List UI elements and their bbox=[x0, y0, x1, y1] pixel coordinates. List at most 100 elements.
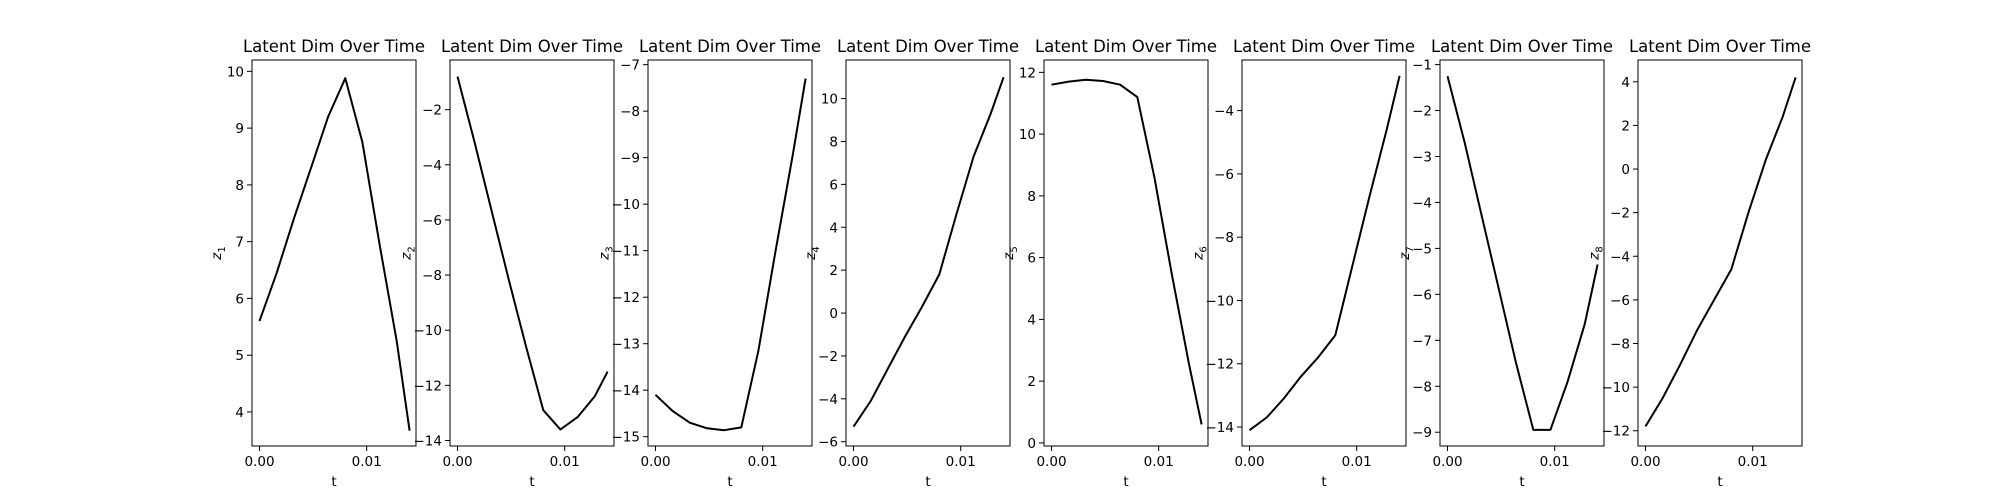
y-axis-label-subscript: 4 bbox=[811, 246, 822, 252]
axes-frame bbox=[1043, 59, 1209, 447]
subplot-7: 0.00 0.01 −9 −8 −7 −6 −5 −4 −3 −2 −1 Latent Dim Ove… bbox=[1397, 37, 1613, 490]
axes-frame bbox=[647, 59, 813, 447]
y-tick-label: −10 bbox=[612, 197, 641, 213]
y-tick-label: −5 bbox=[1412, 241, 1432, 257]
y-axis-label: z3 bbox=[597, 246, 616, 260]
y-tick-label: 10 bbox=[821, 92, 838, 108]
y-tick-label: −9 bbox=[1412, 425, 1432, 441]
x-axis-label: t bbox=[1123, 474, 1128, 490]
subplot-4: 0.00 0.01 −6 −4 −2 0 2 4 6 8 10 Latent Dim Over Tim… bbox=[803, 37, 1019, 490]
x-tick-label: 0.00 bbox=[640, 454, 670, 470]
y-axis-label-base: z bbox=[399, 252, 415, 261]
y-tick-label: −13 bbox=[612, 337, 641, 353]
series-line-z6 bbox=[1248, 75, 1401, 432]
y-tick-label: 4 bbox=[829, 220, 838, 236]
subplot-3: 0.00 0.01 −15 −14 −13 −12 −11 −10 −9 −8 −7 Latent D… bbox=[597, 37, 822, 490]
y-tick-label: −12 bbox=[414, 378, 443, 394]
y-tick-label: −15 bbox=[612, 430, 641, 446]
y-tick-label: −2 bbox=[818, 349, 838, 365]
x-tick-label: 0.01 bbox=[946, 454, 976, 470]
subplot-title: Latent Dim Over Time bbox=[441, 37, 623, 56]
y-axis-label-base: z bbox=[209, 252, 225, 261]
y-tick-label: 9 bbox=[235, 121, 244, 137]
y-tick-label: −14 bbox=[612, 383, 641, 399]
y-axis-label-subscript: 3 bbox=[605, 246, 616, 252]
series-line-z7 bbox=[1446, 75, 1599, 431]
y-tick-label: 10 bbox=[1019, 127, 1036, 143]
y-tick-label: −12 bbox=[1602, 424, 1631, 440]
y-tick-label: −9 bbox=[620, 151, 640, 167]
x-tick-label: 0.01 bbox=[1738, 454, 1768, 470]
subplot-8: 0.00 0.01 −12 −10 −8 −6 −4 −2 0 2 4 Latent Dim Over… bbox=[1587, 37, 1812, 490]
y-tick-label: 6 bbox=[1027, 251, 1036, 267]
y-tick-label: −10 bbox=[1206, 293, 1235, 309]
y-tick-label: 6 bbox=[829, 177, 838, 193]
y-tick-label: −7 bbox=[620, 58, 640, 74]
subplot-title: Latent Dim Over Time bbox=[1035, 37, 1217, 56]
x-axis-label: t bbox=[1519, 474, 1524, 490]
y-tick-label: 0 bbox=[1027, 436, 1036, 452]
y-tick-label: 2 bbox=[1621, 118, 1630, 134]
axes-frame bbox=[845, 59, 1011, 447]
y-axis-label-subscript: 2 bbox=[407, 246, 418, 252]
y-tick-label: −8 bbox=[1214, 230, 1234, 246]
y-tick-label: −10 bbox=[1602, 380, 1631, 396]
series-line-z8 bbox=[1644, 77, 1797, 427]
subplot-title: Latent Dim Over Time bbox=[639, 37, 821, 56]
axes-frame bbox=[1637, 59, 1803, 447]
subplot-title: Latent Dim Over Time bbox=[243, 37, 425, 56]
y-axis-label-base: z bbox=[803, 252, 819, 261]
y-axis-label: z8 bbox=[1587, 246, 1606, 260]
subplot-title: Latent Dim Over Time bbox=[1629, 37, 1811, 56]
y-axis-label: z6 bbox=[1191, 246, 1210, 260]
y-tick-label: −6 bbox=[1610, 293, 1630, 309]
y-tick-label: −2 bbox=[422, 103, 442, 119]
x-tick-label: 0.01 bbox=[1342, 454, 1372, 470]
x-tick-label: 0.00 bbox=[1234, 454, 1264, 470]
y-axis-label: z2 bbox=[399, 246, 418, 260]
axes-frame bbox=[449, 59, 615, 447]
y-axis-label-base: z bbox=[1001, 252, 1017, 261]
y-axis-label: z7 bbox=[1397, 246, 1416, 260]
y-tick-label: −7 bbox=[1412, 333, 1432, 349]
x-tick-label: 0.01 bbox=[1540, 454, 1570, 470]
axes-frame bbox=[251, 59, 417, 447]
x-axis-label: t bbox=[1321, 474, 1326, 490]
x-tick-label: 0.00 bbox=[838, 454, 868, 470]
y-axis-label-subscript: 5 bbox=[1009, 246, 1020, 252]
x-tick-label: 0.00 bbox=[1036, 454, 1066, 470]
y-tick-label: 5 bbox=[235, 348, 244, 364]
y-axis-label-base: z bbox=[597, 252, 613, 261]
y-tick-label: 4 bbox=[1027, 312, 1036, 328]
y-axis-label-base: z bbox=[1397, 252, 1413, 261]
y-tick-label: −11 bbox=[612, 244, 641, 260]
x-tick-label: 0.00 bbox=[244, 454, 274, 470]
y-tick-label: 8 bbox=[235, 178, 244, 194]
x-axis-label: t bbox=[529, 474, 534, 490]
y-tick-label: −6 bbox=[422, 213, 442, 229]
series-line-z3 bbox=[654, 78, 807, 432]
y-axis-label-subscript: 8 bbox=[1595, 246, 1606, 252]
y-tick-label: −14 bbox=[1206, 420, 1235, 436]
y-tick-label: −12 bbox=[612, 290, 641, 306]
y-tick-label: −14 bbox=[414, 433, 443, 449]
y-axis-label-subscript: 7 bbox=[1405, 246, 1416, 252]
y-tick-label: −8 bbox=[422, 268, 442, 284]
y-tick-label: 10 bbox=[227, 64, 244, 80]
y-tick-label: −4 bbox=[818, 392, 838, 408]
subplot-title: Latent Dim Over Time bbox=[1233, 37, 1415, 56]
y-axis-label-base: z bbox=[1587, 252, 1603, 261]
subplot-title: Latent Dim Over Time bbox=[1431, 37, 1613, 56]
x-tick-label: 0.01 bbox=[550, 454, 580, 470]
x-axis-label: t bbox=[331, 474, 336, 490]
y-tick-label: 6 bbox=[235, 291, 244, 307]
y-axis-label: z5 bbox=[1001, 246, 1020, 260]
y-tick-label: 12 bbox=[1019, 65, 1036, 81]
y-tick-label: −6 bbox=[1214, 167, 1234, 183]
y-tick-label: −8 bbox=[1412, 379, 1432, 395]
x-tick-label: 0.00 bbox=[442, 454, 472, 470]
y-tick-label: 8 bbox=[829, 134, 838, 150]
y-axis-label: z4 bbox=[803, 246, 822, 260]
